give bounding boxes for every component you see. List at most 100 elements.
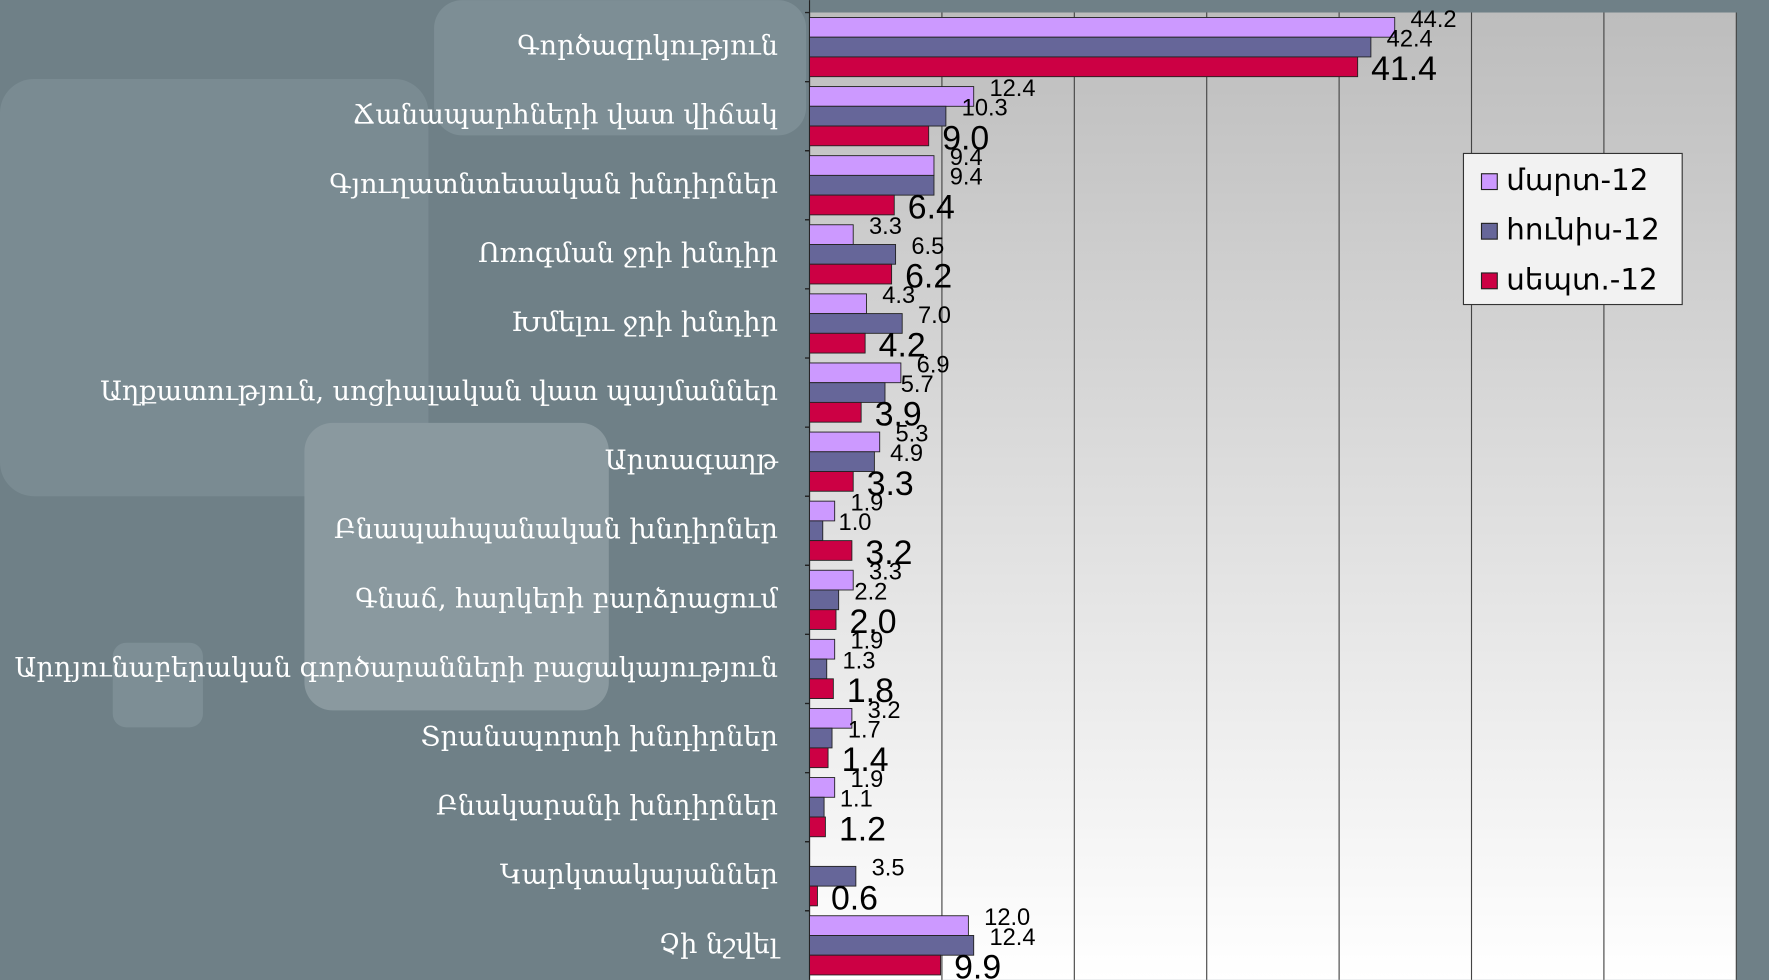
bar xyxy=(809,125,930,147)
category-label: Տրանսպորտի խնդիրներ xyxy=(421,722,778,753)
bar xyxy=(809,520,824,542)
bar xyxy=(809,885,818,907)
bar xyxy=(809,915,969,936)
value-label: 1.2 xyxy=(839,810,886,848)
bar xyxy=(809,244,897,265)
value-label: 10.3 xyxy=(962,96,1008,122)
bar xyxy=(809,727,833,749)
value-label: 3.3 xyxy=(869,560,902,586)
value-label: 9.4 xyxy=(950,145,983,171)
category-label: Ոռոգման ջրի խնդիր xyxy=(478,238,778,269)
value-label: 1.1 xyxy=(840,787,873,813)
value-label: 9.9 xyxy=(954,949,1001,980)
value-label: 1.7 xyxy=(848,718,881,744)
bar xyxy=(809,471,854,492)
value-label: 0.6 xyxy=(831,879,878,917)
value-label: 1.3 xyxy=(843,648,876,674)
category-label: Չի նշվել xyxy=(659,929,781,960)
bar xyxy=(809,816,826,838)
bar xyxy=(809,194,895,216)
bar xyxy=(809,86,975,107)
value-label: 3.3 xyxy=(867,465,914,503)
value-label: 3.2 xyxy=(868,698,901,724)
bar xyxy=(809,569,854,591)
value-label: 9.4 xyxy=(950,165,983,191)
bar xyxy=(809,401,862,423)
category-label: Խմելու ջրի խնդիր xyxy=(511,307,778,338)
bar xyxy=(809,954,942,976)
background-shape xyxy=(304,422,609,711)
bar xyxy=(809,293,867,315)
bar xyxy=(809,17,1396,38)
legend-swatch xyxy=(1480,272,1498,290)
bar xyxy=(809,382,886,403)
bar xyxy=(809,332,866,354)
value-label: 3.5 xyxy=(872,856,905,882)
value-label: 12.4 xyxy=(989,925,1035,951)
value-label: 9.0 xyxy=(942,119,989,157)
value-label: 4.2 xyxy=(879,327,926,365)
value-label: 1.9 xyxy=(850,629,883,655)
legend-label: մարտ-12 xyxy=(1506,163,1648,197)
bar xyxy=(809,658,828,680)
legend-label: սեպտ.-12 xyxy=(1506,262,1657,296)
bar xyxy=(809,609,837,630)
bar xyxy=(809,777,836,798)
value-label: 3.2 xyxy=(865,534,912,572)
bar xyxy=(809,105,947,127)
value-label: 6.2 xyxy=(905,258,952,296)
bar xyxy=(809,500,836,522)
bar xyxy=(809,540,853,561)
legend-box xyxy=(1462,152,1683,306)
category-label: Աղքատություն, սոցիալական վատ պայմաններ xyxy=(100,376,778,407)
background-shape xyxy=(434,0,807,136)
bar xyxy=(809,589,840,611)
value-label: 3.9 xyxy=(875,396,922,434)
value-label: 3.3 xyxy=(869,214,902,240)
value-label: 4.3 xyxy=(882,283,915,309)
value-label: 2.2 xyxy=(854,579,887,605)
value-label: 42.4 xyxy=(1387,27,1433,53)
bar xyxy=(809,362,902,384)
value-label: 1.0 xyxy=(839,510,872,536)
value-label: 44.2 xyxy=(1411,7,1457,33)
category-label: Գյուղատնտեսական խնդիրներ xyxy=(329,169,778,200)
category-label: Գնաճ, հարկերի բարձրացում xyxy=(355,583,778,614)
bar xyxy=(809,678,834,699)
value-label: 12.0 xyxy=(984,905,1030,931)
value-label: 2.0 xyxy=(850,603,897,641)
bar xyxy=(809,796,825,818)
value-label: 5.3 xyxy=(895,421,928,447)
value-label: 7.0 xyxy=(918,303,951,329)
bar xyxy=(809,707,853,729)
value-label: 41.4 xyxy=(1371,50,1437,88)
bar xyxy=(809,431,881,453)
category-label: Կարկտակայաններ xyxy=(500,860,778,891)
bar xyxy=(809,36,1372,58)
value-label: 1.9 xyxy=(850,491,883,517)
bar xyxy=(809,935,975,956)
bar xyxy=(809,451,875,472)
bar xyxy=(809,56,1359,78)
legend-label: հունիս-12 xyxy=(1506,213,1659,247)
value-label: 6.5 xyxy=(911,234,944,260)
background-shape xyxy=(112,642,203,728)
category-label: Բնակարանի խնդիրներ xyxy=(436,791,778,822)
legend-swatch xyxy=(1480,173,1498,191)
bar xyxy=(809,263,893,285)
category-label: Արդյունաբերական գործարանների բացակայությ… xyxy=(14,652,777,683)
value-label: 1.4 xyxy=(842,741,889,779)
legend-swatch xyxy=(1480,222,1498,240)
value-label: 12.4 xyxy=(989,76,1035,102)
value-label: 5.7 xyxy=(901,372,934,398)
category-label: Բնապահպանական խնդիրներ xyxy=(334,514,778,545)
value-label: 1.9 xyxy=(850,767,883,793)
value-label: 1.8 xyxy=(847,672,894,710)
bar xyxy=(809,747,829,769)
background-shape xyxy=(0,79,429,497)
value-label: 6.9 xyxy=(917,352,950,378)
category-label: Գործազրկություն xyxy=(517,31,778,62)
bar xyxy=(809,155,935,176)
